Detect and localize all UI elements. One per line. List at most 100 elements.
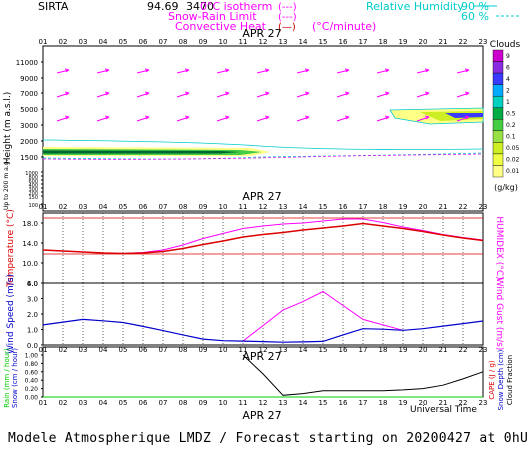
hour-tick-label: 08	[179, 346, 188, 354]
hour-axis-bottom: 01 02 03 04 05 06 07 08 09 10 11 12 13 14 15 16 17 18 19 20…	[39, 399, 488, 407]
hour-tick-label: 02	[59, 203, 68, 211]
temp-grid	[62, 213, 464, 283]
wind-arrow-head	[264, 68, 270, 73]
hour-tick-label: 07	[159, 399, 168, 407]
hour-tick-label: 19	[399, 38, 408, 46]
date-label-bottom: APR 27	[242, 409, 281, 422]
hour-tick-label: 19	[399, 346, 408, 354]
site-coords-tail: 3470	[186, 0, 214, 13]
hour-tick-label: 11	[239, 346, 248, 354]
hour-tick-label: 23	[479, 399, 488, 407]
wind-tick-label: 2.0	[27, 311, 38, 319]
hour-tick-label: 05	[119, 399, 128, 407]
hour-tick-label: 03	[79, 399, 88, 407]
wind-arrow	[416, 92, 430, 98]
hour-tick-label: 02	[59, 346, 68, 354]
hour-tick-label: 02	[59, 38, 68, 46]
clouds-unit: (g/kg)	[494, 183, 518, 192]
hour-tick-label: 06	[139, 399, 148, 407]
colorbar-label: 2	[506, 87, 510, 94]
height-tick-label: 200	[28, 191, 38, 197]
colorbar-segment	[492, 72, 504, 85]
wind-arrow	[336, 69, 350, 74]
temp-tick-label: 14.0	[22, 240, 38, 248]
hour-tick-label: 03	[79, 38, 88, 46]
height-tick-label: 9000	[20, 75, 38, 83]
hour-tick-label: 15	[319, 399, 328, 407]
colorbar-label: 9	[506, 53, 510, 60]
humidex-line	[42, 218, 484, 255]
wind-tick-label: 4.0	[27, 280, 38, 288]
wind-arrow	[296, 69, 310, 74]
hour-axis-top: 01 02 03 04 05 06 07 08 09 10 11 12 13 14 15 16 17 18 19 20…	[39, 38, 488, 46]
hour-tick-label: 13	[279, 203, 288, 211]
colorbar-segment	[492, 84, 504, 97]
precip-tick-label: 0.00	[25, 395, 39, 402]
hour-tick-label: 01	[39, 399, 48, 407]
colorbar-segment	[492, 95, 504, 108]
hour-tick-label: 19	[399, 399, 408, 407]
snowdepth-ylabel: Snow Depth (cm)	[497, 349, 505, 410]
rh-60: 60 %	[461, 10, 489, 23]
hour-tick-label: 10	[219, 399, 228, 407]
wind-arrow	[296, 92, 310, 98]
hour-tick-label: 13	[279, 399, 288, 407]
height-tick-label: 1500	[20, 154, 38, 162]
hour-tick-label: 16	[339, 203, 348, 211]
hour-tick-label: 04	[99, 203, 108, 211]
wind-grid	[62, 283, 464, 345]
hour-tick-label: 23	[479, 38, 488, 46]
precip-ticks: 1.000.800.60 0.400.20 0.00	[25, 353, 43, 402]
cloud-fraction-line	[242, 354, 484, 396]
height-tick-label: 300	[28, 187, 38, 193]
wind-arrow	[216, 116, 230, 122]
legend-isotherm-symbol: (---)	[278, 2, 297, 13]
temp-tick-label: 6.0	[27, 280, 38, 288]
legend-isotherm: 0°C isotherm	[200, 0, 272, 13]
temp-tick-label: 10.0	[22, 260, 38, 268]
colorbar-label: 0.01	[506, 168, 520, 175]
wind-arrow-head	[224, 91, 230, 96]
hour-tick-label: 15	[319, 203, 328, 211]
date-label-mid: APR 27	[242, 190, 281, 203]
hour-tick-label: 21	[439, 346, 448, 354]
temperature-line	[42, 222, 484, 255]
hour-tick-label: 16	[339, 38, 348, 46]
wind-arrow	[376, 69, 390, 74]
wind-arrow-head	[384, 115, 390, 120]
colorbar-segment	[492, 119, 504, 132]
hour-tick-label: 09	[199, 346, 208, 354]
hour-tick-label: 18	[379, 38, 388, 46]
wind-arrow	[176, 69, 190, 74]
height-tick-label: 100	[28, 203, 38, 209]
snow-ylabel: Snow (cm / hour)	[11, 348, 19, 408]
colorbar-label: 4	[506, 76, 510, 83]
hour-tick-label: 10	[219, 38, 228, 46]
colorbar-segment	[492, 61, 504, 74]
hour-tick-label: 20	[419, 203, 428, 211]
wind-arrow-head	[184, 91, 190, 96]
date-label-top: APR 27	[242, 27, 281, 40]
precip-tick-label: 0.20	[25, 386, 39, 393]
temp-ticks: 18.0 14.0 10.0 6.0	[22, 220, 43, 288]
colorbar-segment	[492, 142, 504, 155]
wind-arrow	[56, 69, 70, 74]
height-tick-label: 2000	[20, 138, 38, 146]
wind-arrow-head	[264, 115, 270, 120]
height-tick-label: 400	[28, 183, 38, 189]
colorbar-segment	[492, 153, 504, 166]
rh-90: 90 %	[461, 0, 489, 13]
clouds-colorbar: 9 6 4 2 1 0.5 0.2 0.1 0.05 0.02 0.01	[492, 49, 520, 178]
wind-arrow	[256, 92, 270, 98]
wind-arrow	[136, 92, 150, 98]
height-tick-label: 150	[28, 195, 38, 201]
hour-tick-label: 22	[459, 203, 468, 211]
wind-ylabel: Wind Speed (m/s)	[6, 274, 16, 354]
wind-arrow	[336, 116, 350, 122]
wind-arrow-head	[304, 68, 310, 73]
wind-arrow	[256, 69, 270, 74]
colorbar-segment	[492, 130, 504, 143]
hour-tick-label: 09	[199, 399, 208, 407]
legend-convective-unit: (°C/minute)	[312, 20, 376, 33]
wind-arrow-head	[224, 115, 230, 120]
